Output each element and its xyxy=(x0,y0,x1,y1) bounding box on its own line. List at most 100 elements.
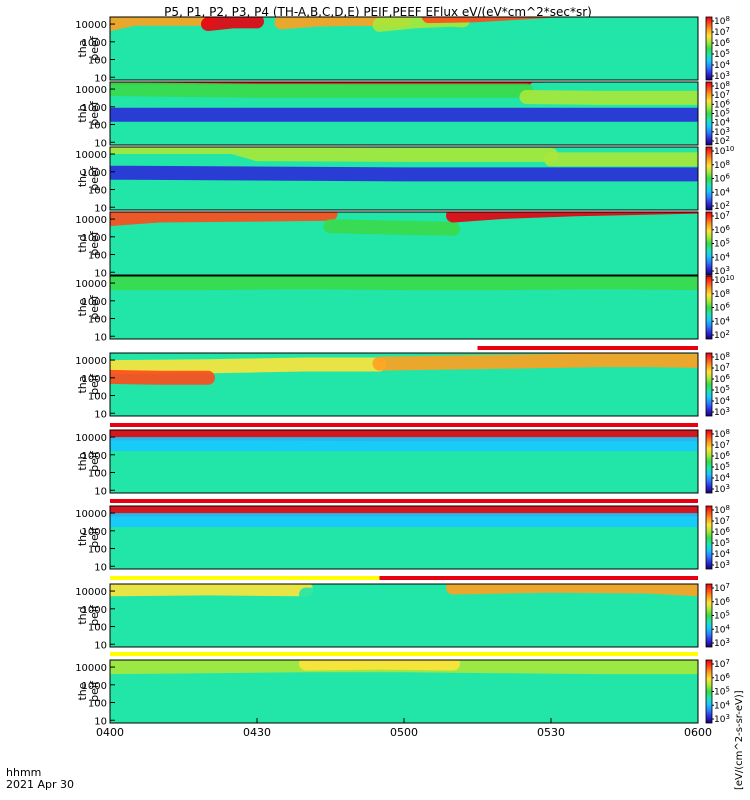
time-axis: 0400 0430 0500 0530 0600 xyxy=(96,718,712,739)
y-tick-label: 10 xyxy=(94,138,107,149)
spectrogram-area xyxy=(110,584,698,647)
y-tick-label: 1000 xyxy=(82,374,107,385)
panel-frame xyxy=(109,146,699,211)
colorbar-tick-label: 106 xyxy=(714,224,730,236)
y-tick-label: 10 xyxy=(94,409,107,420)
y-tick-label: 10 xyxy=(94,640,107,651)
colorbar-tick-label: 104 xyxy=(714,186,730,198)
y-tick-label: 10000 xyxy=(75,509,107,520)
colorbar-tick-label: 103 xyxy=(714,637,730,649)
panel-stack: thapeef10100100010000103104105106107108t… xyxy=(75,15,734,727)
panel-ylabel: thepeif xyxy=(76,680,101,702)
colorbar-units-label: [eV/(cm^2-s-sr-eV)] xyxy=(734,690,745,790)
colorbar-tick-label: 106 xyxy=(714,672,730,684)
colorbar xyxy=(705,81,713,146)
spectrogram-area xyxy=(110,17,698,80)
x-tick-label: 0530 xyxy=(537,726,565,739)
colorbar xyxy=(705,505,713,570)
panel-ylabel: thbpeif xyxy=(76,450,101,472)
y-tick-label: 100 xyxy=(88,315,107,326)
panel-ylabel: thbpeef xyxy=(76,100,101,126)
spectrogram-area xyxy=(110,660,698,723)
y-tick-label: 100 xyxy=(88,56,107,67)
panel-ylabel: thcpeif xyxy=(76,526,101,548)
colorbar-tick-label: 106 xyxy=(714,596,730,608)
y-tick-label: 10000 xyxy=(75,587,107,598)
y-tick-label: 10000 xyxy=(75,150,107,161)
colorbar-tick-label: 103 xyxy=(714,483,730,495)
y-tick-label: 1000 xyxy=(82,527,107,538)
flux-band xyxy=(110,165,698,182)
y-tick-label: 100 xyxy=(88,392,107,403)
x-tick-label: 0430 xyxy=(243,726,271,739)
panel-frame xyxy=(109,211,699,276)
y-tick-label: 1000 xyxy=(82,38,107,49)
y-tick-label: 10000 xyxy=(75,433,107,444)
panel-frame xyxy=(109,275,699,340)
y-tick-label: 10 xyxy=(94,486,107,497)
y-tick-label: 1000 xyxy=(82,451,107,462)
flux-band xyxy=(110,369,215,385)
y-tick-label: 10000 xyxy=(75,215,107,226)
spectrogram-area xyxy=(110,430,698,493)
flux-band xyxy=(110,147,558,162)
colorbar-tick-label: 108 xyxy=(714,288,730,300)
x-axis-label-hhmm: hhmm xyxy=(6,766,41,779)
colorbar-tick-label: 102 xyxy=(714,329,730,341)
y-tick-label: 1000 xyxy=(82,103,107,114)
panel-frame xyxy=(109,16,699,81)
colorbar xyxy=(705,211,713,276)
flux-band xyxy=(110,82,534,98)
spectrogram-area xyxy=(110,147,698,210)
y-tick-label: 1000 xyxy=(82,233,107,244)
y-tick-label: 10000 xyxy=(75,663,107,674)
colorbar xyxy=(705,659,713,724)
flux-band xyxy=(519,90,698,105)
colorbar-tick-label: 103 xyxy=(714,559,730,571)
y-tick-label: 100 xyxy=(88,121,107,132)
colorbar-tick-label: 104 xyxy=(714,623,730,635)
data-coverage-strips xyxy=(110,346,698,656)
y-tick-label: 10000 xyxy=(75,20,107,31)
spectrogram-area xyxy=(110,353,698,416)
panel-frame xyxy=(109,81,699,146)
coverage-strip xyxy=(110,346,478,350)
colorbar-tick-label: 107 xyxy=(714,658,730,670)
colorbar xyxy=(705,16,713,81)
panel-ylabel: thdpeef xyxy=(76,230,101,256)
colorbar-tick-label: 104 xyxy=(714,117,730,129)
colorbar xyxy=(705,352,713,417)
flux-band xyxy=(110,17,215,32)
colorbar-tick-label: 103 xyxy=(714,406,730,418)
flux-band xyxy=(446,584,698,597)
panel-frame xyxy=(109,352,699,417)
colorbar xyxy=(705,275,713,340)
panel-ylabel: thdpeif xyxy=(76,604,101,626)
y-tick-label: 1000 xyxy=(82,297,107,308)
y-tick-label: 100 xyxy=(88,699,107,710)
panel-frame xyxy=(109,505,699,570)
colorbar xyxy=(705,429,713,494)
y-tick-label: 1000 xyxy=(82,681,107,692)
y-tick-label: 100 xyxy=(88,469,107,480)
x-tick-label: 0600 xyxy=(684,726,712,739)
spectrogram-area xyxy=(110,82,698,145)
coverage-strip xyxy=(477,346,698,350)
coverage-strip xyxy=(110,576,380,580)
flux-band xyxy=(372,353,698,371)
x-axis-label-date: 2021 Apr 30 xyxy=(6,778,74,791)
panel-frame xyxy=(109,583,699,648)
flux-band xyxy=(110,212,338,227)
y-tick-label: 10000 xyxy=(75,356,107,367)
flux-band xyxy=(323,219,460,236)
colorbar xyxy=(705,583,713,648)
colorbar-tick-label: 107 xyxy=(714,582,730,594)
